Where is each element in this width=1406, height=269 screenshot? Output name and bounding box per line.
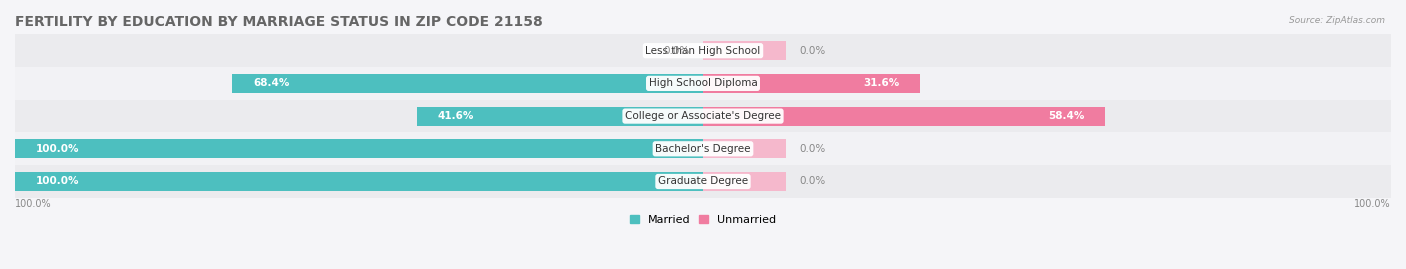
Text: 0.0%: 0.0% (800, 176, 825, 186)
Text: Bachelor's Degree: Bachelor's Degree (655, 144, 751, 154)
Text: Less than High School: Less than High School (645, 46, 761, 56)
Bar (15, 100, 1391, 132)
Text: 58.4%: 58.4% (1047, 111, 1084, 121)
Bar (15, 34, 1391, 67)
Text: 0.0%: 0.0% (800, 144, 825, 154)
Text: 100.0%: 100.0% (1354, 200, 1391, 210)
Bar (232, 74, 703, 93)
Bar (703, 41, 786, 60)
Bar (15, 165, 1391, 198)
Bar (15, 67, 1391, 100)
Text: FERTILITY BY EDUCATION BY MARRIAGE STATUS IN ZIP CODE 21158: FERTILITY BY EDUCATION BY MARRIAGE STATU… (15, 15, 543, 29)
Text: 0.0%: 0.0% (664, 46, 689, 56)
Text: Graduate Degree: Graduate Degree (658, 176, 748, 186)
Bar (703, 172, 786, 191)
Bar (703, 107, 1105, 126)
Text: College or Associate's Degree: College or Associate's Degree (626, 111, 780, 121)
Bar (15, 132, 1391, 165)
Text: 100.0%: 100.0% (15, 200, 52, 210)
Bar (416, 107, 703, 126)
Text: 100.0%: 100.0% (35, 176, 79, 186)
Bar (15, 172, 703, 191)
Text: 31.6%: 31.6% (863, 78, 900, 89)
Bar (703, 139, 786, 158)
Text: 41.6%: 41.6% (437, 111, 474, 121)
Bar (703, 74, 921, 93)
Text: 100.0%: 100.0% (35, 144, 79, 154)
Text: High School Diploma: High School Diploma (648, 78, 758, 89)
Legend: Married, Unmarried: Married, Unmarried (627, 211, 779, 228)
Text: 0.0%: 0.0% (800, 46, 825, 56)
Text: 68.4%: 68.4% (253, 78, 290, 89)
Text: Source: ZipAtlas.com: Source: ZipAtlas.com (1289, 16, 1385, 25)
Bar (15, 139, 703, 158)
